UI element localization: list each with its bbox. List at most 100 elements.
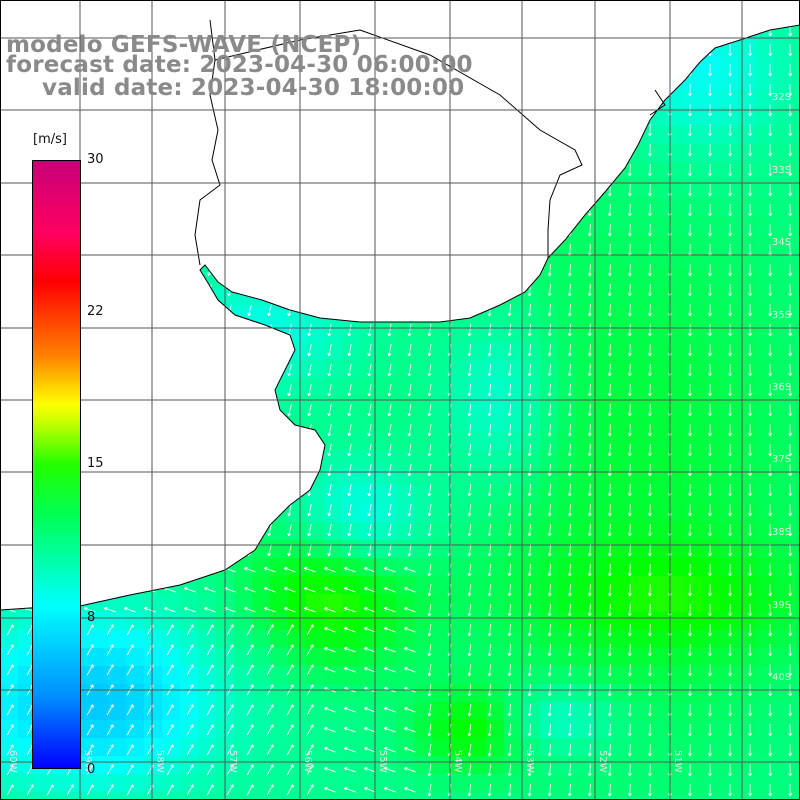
wind-arrow xyxy=(708,663,712,677)
wind-speed-cell xyxy=(414,342,433,361)
wind-arrow xyxy=(507,723,512,737)
wind-arrow xyxy=(587,523,592,537)
wind-speed-cell xyxy=(252,684,271,703)
wind-speed-cell xyxy=(774,468,793,487)
wind-arrow xyxy=(547,263,552,277)
wind-speed-cell xyxy=(774,792,793,800)
wind-speed-cell xyxy=(396,612,415,631)
wind-arrow xyxy=(647,603,652,617)
wind-speed-cell xyxy=(324,450,343,469)
wind-speed-cell xyxy=(720,288,739,307)
wind-arrow xyxy=(364,746,376,753)
wind-speed-cell xyxy=(270,522,289,541)
wind-arrow xyxy=(567,623,572,637)
wind-speed-cell xyxy=(324,738,343,757)
wind-speed-cell xyxy=(774,648,793,667)
wind-speed-cell xyxy=(684,486,703,505)
wind-arrow xyxy=(284,566,296,573)
wind-arrow xyxy=(567,763,572,777)
wind-speed-cell xyxy=(270,792,289,800)
wind-arrow xyxy=(627,503,632,517)
wind-speed-cell xyxy=(702,54,721,73)
wind-arrow xyxy=(327,464,332,477)
wind-arrow xyxy=(547,363,552,377)
wind-arrow xyxy=(567,543,572,557)
wind-speed-cell xyxy=(630,180,649,199)
wind-speed-cell xyxy=(378,648,397,667)
wind-speed-cell xyxy=(180,630,199,649)
wind-speed-cell xyxy=(126,630,145,649)
wind-speed-cell xyxy=(540,270,559,289)
wind-speed-cell xyxy=(774,450,793,469)
wind-arrow xyxy=(307,344,312,357)
wind-speed-cell xyxy=(612,504,631,523)
wind-speed-cell xyxy=(414,792,433,800)
wind-arrow xyxy=(627,283,632,297)
wind-arrow xyxy=(627,363,632,377)
wind-speed-cell xyxy=(486,468,505,487)
wind-arrow xyxy=(507,523,512,537)
wind-speed-cell xyxy=(450,432,469,451)
wind-speed-cell xyxy=(774,126,793,145)
wind-arrow xyxy=(84,606,96,613)
wind-speed-cell xyxy=(774,360,793,379)
wind-speed-cell xyxy=(756,72,775,91)
wind-arrow xyxy=(728,703,732,717)
wind-arrow xyxy=(487,603,492,617)
wind-speed-cell xyxy=(144,702,163,721)
wind-speed-cell xyxy=(576,720,595,739)
wind-speed-cell xyxy=(756,270,775,289)
wind-speed-cell xyxy=(234,558,253,577)
wind-arrow xyxy=(527,503,532,517)
wind-speed-cell xyxy=(612,378,631,397)
wind-speed-cell xyxy=(792,774,800,793)
wind-speed-cell xyxy=(270,306,289,325)
wind-speed-cell xyxy=(432,774,451,793)
wind-speed-cell xyxy=(738,306,757,325)
wind-speed-cell xyxy=(702,342,721,361)
wind-speed-cell xyxy=(792,25,800,37)
wind-arrow xyxy=(768,403,773,417)
wind-speed-cell xyxy=(468,342,487,361)
wind-speed-cell xyxy=(576,792,595,800)
wind-arrow xyxy=(708,163,712,177)
wind-speed-cell xyxy=(738,738,757,757)
wind-speed-cell xyxy=(666,648,685,667)
wind-speed-cell xyxy=(576,504,595,523)
wind-speed-cell xyxy=(378,324,397,343)
wind-arrow xyxy=(748,563,752,577)
wind-speed-cell xyxy=(450,558,469,577)
wind-arrow xyxy=(206,744,214,756)
wind-arrow xyxy=(206,624,214,636)
wind-speed-cell xyxy=(612,252,631,271)
wind-arrow xyxy=(547,743,552,757)
wind-arrow xyxy=(687,603,692,617)
wind-speed-cell xyxy=(630,162,649,181)
wind-speed-cell xyxy=(378,450,397,469)
wind-arrow xyxy=(467,583,472,597)
wind-arrow xyxy=(788,63,793,77)
wind-speed-cell xyxy=(270,576,289,595)
wind-speed-cell xyxy=(180,774,199,793)
wind-speed-cell xyxy=(144,630,163,649)
wind-arrow xyxy=(567,463,572,477)
wind-arrow xyxy=(708,303,712,317)
wind-speed-cell xyxy=(162,648,181,667)
wind-arrow xyxy=(587,783,592,797)
wind-speed-cell xyxy=(90,684,109,703)
wind-speed-cell xyxy=(324,576,343,595)
wind-arrow xyxy=(527,763,532,777)
wind-arrow xyxy=(347,384,352,397)
wind-speed-cell xyxy=(198,630,217,649)
wind-arrow xyxy=(728,443,732,457)
wind-speed-cell xyxy=(648,432,667,451)
wind-arrow xyxy=(284,606,296,613)
wind-arrow xyxy=(487,523,492,537)
wind-speed-cell xyxy=(342,666,361,685)
wind-speed-cell xyxy=(162,702,181,721)
wind-speed-cell xyxy=(504,666,523,685)
wind-arrow xyxy=(327,344,332,357)
wind-speed-cell xyxy=(522,378,541,397)
wind-speed-cell xyxy=(612,684,631,703)
wind-speed-cell xyxy=(684,378,703,397)
